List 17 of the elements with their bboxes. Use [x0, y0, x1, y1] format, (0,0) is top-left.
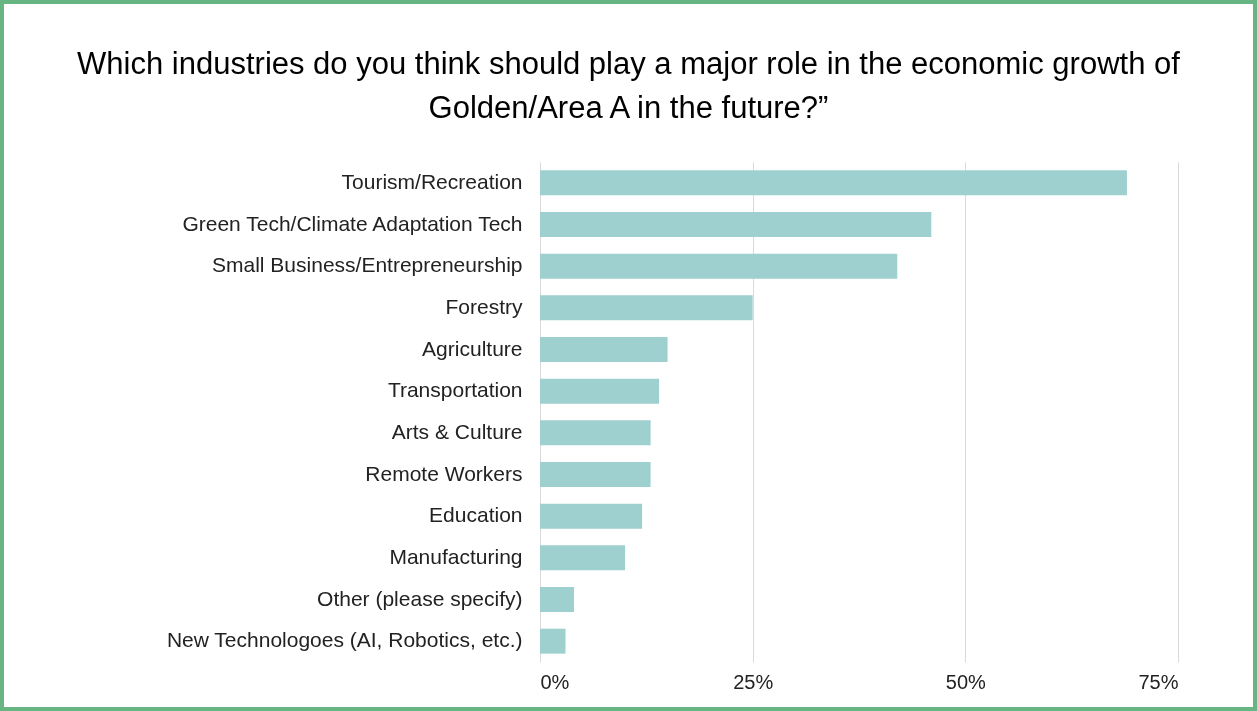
x-tick-label: 75% — [1138, 670, 1179, 693]
y-tick-label: Remote Workers — [365, 461, 523, 485]
y-tick-label: Tourism/Recreation — [341, 169, 523, 193]
y-tick-label: Agriculture — [422, 336, 523, 360]
y-tick-label: Education — [429, 503, 523, 527]
y-tick-label: Forestry — [445, 294, 523, 318]
x-tick-label: 50% — [945, 670, 987, 693]
y-tick-label: Small Business/Entrepreneurship — [212, 253, 523, 277]
y-tick-label: New Technologoes (AI, Robotics, etc.) — [166, 628, 523, 652]
y-tick-label: Manufacturing — [389, 544, 523, 568]
y-tick-label: Other (please specify) — [317, 586, 523, 610]
chart-title: Which industries do you think should play a major role in the economic growth of Golden/Area A in the future?” — [76, 45, 1181, 127]
x-tick-label: 0% — [540, 670, 570, 693]
y-tick-label: Transportation — [387, 378, 523, 402]
x-tick-label: 25% — [733, 670, 774, 693]
y-tick-label: Arts & Culture — [391, 419, 523, 443]
y-tick-label: Green Tech/Climate Adaptation Tech — [182, 211, 523, 235]
